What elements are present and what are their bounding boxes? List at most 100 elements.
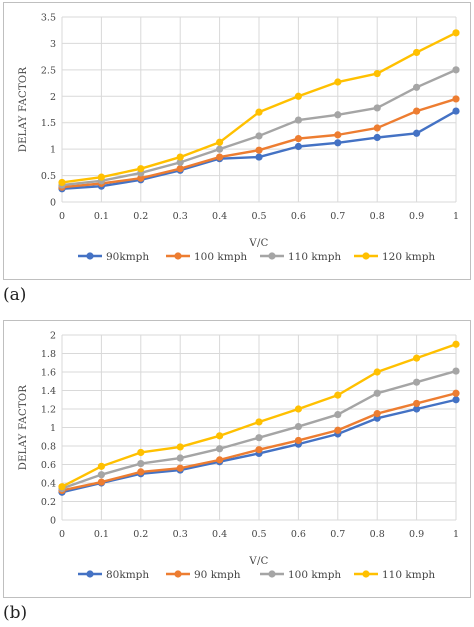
chart-b-series-2-point	[373, 410, 381, 418]
chart-b-legend-label-1: 80kmph	[106, 569, 149, 581]
chart-a-legend-label-3: 110 kmph	[288, 251, 341, 263]
chart-a-series-4-point	[137, 165, 145, 173]
chart-b-ytick-label: 0	[50, 516, 56, 527]
chart-a-legend-marker-2	[174, 252, 182, 260]
chart-a-series-3-point	[176, 158, 184, 166]
chart-b-legend-marker-2	[174, 570, 182, 578]
chart-a-legend-label-4: 120 kmph	[382, 251, 435, 263]
chart-b-series-4-point	[452, 340, 460, 348]
chart-b-xtick-label: 0.7	[330, 529, 345, 540]
chart-a-series-2-point	[176, 165, 184, 173]
chart-b-ytick-label: 0.6	[41, 460, 56, 471]
chart-a-series-3-point	[334, 111, 342, 119]
chart-a-series-1-point	[373, 133, 381, 142]
chart-a-ytick-label: 3.5	[41, 13, 56, 24]
chart-b-ytick-label: 1.8	[41, 349, 56, 360]
chart-a-xtick-label: 0.2	[133, 211, 148, 222]
chart-b-series-1-point	[413, 405, 421, 413]
chart-a-ytick-label: 1.5	[41, 118, 56, 129]
chart-a-x-axis-title: V/C	[248, 238, 268, 249]
chart-a-series-4-point	[294, 92, 302, 100]
chart-a-ytick-label: 1	[50, 145, 56, 156]
chart-b-ytick-label: 0.4	[41, 479, 56, 490]
chart-panel-a: 0 0.5 1 1.5 2 2.5 3 3.5 0 0.1 0.2 0.3 0.4 0.5 0.6 0.7 0.…	[3, 2, 471, 280]
chart-a-legend-marker-1	[86, 252, 94, 260]
chart-a-series-4-point	[58, 178, 66, 187]
chart-b-xtick-label: 0.4	[212, 529, 227, 540]
chart-b-svg: 0 0.2 0.4 0.6 0.8 1 1.2 1.4 1.6 1.8 2 0 0.1 0.2 0.3 0.4…	[18, 331, 460, 581]
chart-b-ytick-label: 1.4	[41, 386, 56, 397]
chart-a-legend-label-1: 90kmph	[106, 251, 149, 263]
chart-b-series-4-point	[334, 391, 342, 399]
chart-a-ytick-label: 0	[50, 198, 56, 209]
chart-b-legend-label-2: 90 kmph	[194, 569, 241, 581]
chart-a-series-3-point	[452, 66, 460, 74]
chart-a-series-1-point	[255, 153, 263, 161]
chart-b-series-3-point	[255, 434, 263, 442]
chart-b-ytick-label: 1	[50, 423, 56, 434]
chart-a-series-4-point	[176, 153, 184, 161]
chart-a-series-1-point	[413, 129, 421, 137]
chart-b-xtick-label: 0.2	[133, 529, 148, 540]
chart-b-series-3-point	[294, 422, 302, 431]
chart-a-legend-marker-3	[268, 252, 276, 260]
chart-b-series-3-point	[413, 378, 421, 386]
chart-b-series-4-point	[176, 443, 184, 451]
chart-b-series-1-point	[452, 396, 460, 404]
chart-a-xtick-label: 0.4	[212, 211, 227, 222]
chart-a-series-2-point	[334, 131, 342, 139]
chart-a-series-1-point	[452, 107, 460, 115]
chart-b-xtick-label: 0.3	[173, 529, 188, 540]
chart-b-series-3-point	[176, 454, 184, 462]
chart-panel-b: 0 0.2 0.4 0.6 0.8 1 1.2 1.4 1.6 1.8 2 0 0.1 0.2 0.3 0.4…	[3, 320, 471, 598]
chart-a-series-4-point	[255, 108, 263, 116]
chart-b-series-4-point	[216, 432, 224, 440]
chart-b-xtick-label: 0.5	[251, 529, 266, 540]
chart-b-series-4-point	[373, 368, 381, 376]
chart-a-series-2-point	[216, 153, 224, 161]
chart-a-series-4-point	[334, 78, 342, 86]
panel-label-a: (a)	[3, 285, 27, 305]
chart-a-ytick-label: 2.5	[41, 65, 56, 76]
chart-b-series-2-point	[294, 436, 302, 445]
chart-a-ytick-label: 3	[50, 39, 56, 50]
chart-a-series-2-point	[413, 107, 421, 115]
chart-b-series-4-point	[97, 462, 105, 470]
chart-b-series-3-point	[137, 459, 145, 468]
chart-b-legend-marker-3	[268, 570, 276, 578]
chart-a-xtick-label: 0.1	[94, 211, 109, 222]
chart-a-series-4-point	[373, 69, 381, 78]
chart-a-series-4-point	[452, 29, 460, 37]
chart-a-series-2-point	[452, 95, 460, 103]
chart-b-series-3-point	[452, 367, 460, 375]
chart-b-series-3-point	[373, 389, 381, 397]
chart-a-series-2-point	[373, 124, 381, 132]
chart-b-ytick-label: 0.2	[41, 497, 56, 508]
chart-b-xtick-label: 0.1	[94, 529, 109, 540]
chart-a-ytick-label: 0.5	[41, 171, 56, 182]
chart-a-xtick-label: 1	[453, 211, 459, 222]
chart-a-legend-marker-4	[362, 252, 370, 260]
chart-a-series-3-point	[294, 116, 302, 124]
chart-a-svg: 0 0.5 1 1.5 2 2.5 3 3.5 0 0.1 0.2 0.3 0.4 0.5 0.6 0.7 0.…	[18, 13, 460, 263]
chart-b-ytick-label: 1.6	[41, 368, 56, 379]
chart-a-ytick-label: 2	[50, 92, 56, 103]
chart-a-series-3-point	[255, 132, 263, 140]
chart-b-xtick-label: 0.9	[409, 529, 424, 540]
chart-b-series-2-point	[334, 426, 342, 434]
chart-b-xtick-label: 1	[453, 529, 459, 540]
chart-b-xtick-label: 0.6	[291, 529, 306, 540]
chart-a-y-axis-title: DELAY FACTOR	[18, 67, 29, 153]
chart-b-series-4-point	[413, 354, 421, 362]
chart-a-series-4-point	[97, 173, 105, 181]
chart-a-series-2-point	[137, 174, 145, 182]
chart-a-xtick-label: 0.9	[409, 211, 424, 222]
chart-b-series-4-point	[58, 483, 66, 491]
chart-a-series-3-point	[373, 104, 381, 112]
chart-b-series-2-point	[452, 389, 460, 397]
chart-b-series-3-point	[97, 471, 105, 479]
chart-b-series-2-point	[97, 478, 105, 486]
chart-a-series-2-point	[294, 134, 302, 143]
chart-a-legend-label-2: 100 kmph	[194, 251, 247, 263]
chart-a-xtick-label: 0.6	[291, 211, 306, 222]
